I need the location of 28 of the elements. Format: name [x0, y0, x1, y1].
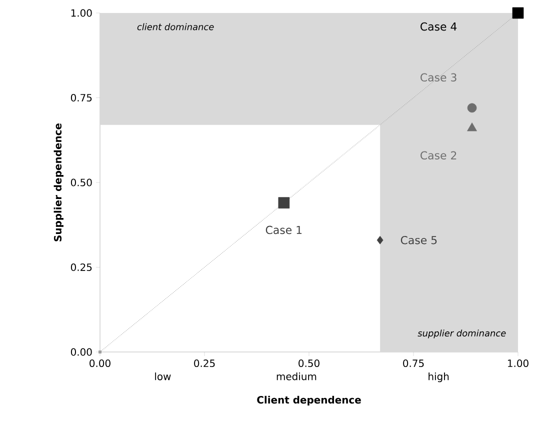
y-tick-label: 0.50: [70, 178, 92, 186]
point: [467, 122, 477, 132]
text: medium: [276, 372, 316, 380]
y-tick-label: 0.25: [70, 263, 92, 272]
point: [98, 350, 102, 354]
point: [512, 7, 524, 19]
y-tick-label: 1.00: [71, 9, 92, 17]
text: low: [155, 372, 171, 380]
point: [376, 236, 384, 244]
point: [278, 197, 290, 209]
x-tick-label: 1.00: [508, 359, 528, 368]
text: Case 3: [420, 73, 456, 82]
x-axis-title: Client dependence: [257, 396, 361, 406]
band-label: supplier dominance: [418, 330, 506, 338]
x-tick-label: 0.00: [90, 359, 110, 368]
text: high: [428, 372, 449, 382]
band-label: client dominance: [137, 23, 214, 30]
x-tick-label: 0.25: [194, 359, 215, 368]
text: Case 4: [420, 22, 457, 31]
point: [467, 103, 477, 113]
y-tick-label: 0.00: [70, 348, 92, 356]
x-tick-label: 0.75: [403, 359, 424, 368]
x-tick-label: 0.50: [298, 359, 320, 368]
series-label: Case 5: [400, 236, 437, 244]
text: Case 2: [420, 151, 456, 160]
series-label: Case 1: [266, 226, 302, 234]
y-tick-label: 0.75: [70, 94, 92, 102]
y-axis-title: Supplier dependence: [54, 123, 64, 242]
